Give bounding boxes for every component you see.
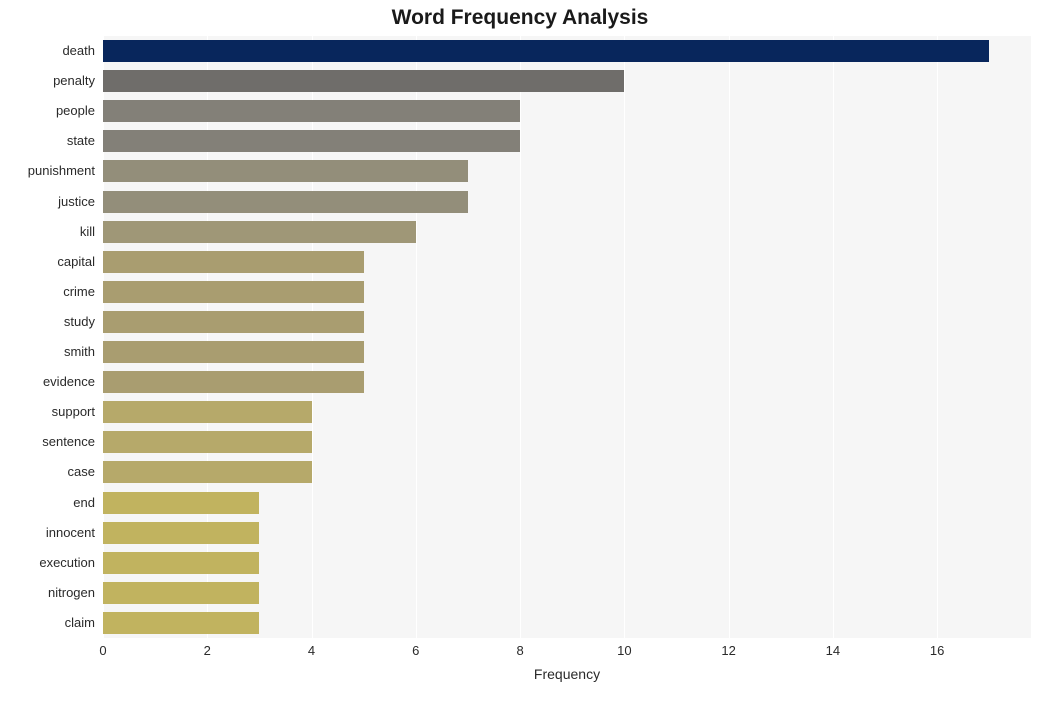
gridline bbox=[207, 36, 208, 638]
bar bbox=[103, 522, 259, 544]
y-tick-label: smith bbox=[0, 341, 95, 363]
bar bbox=[103, 311, 364, 333]
y-tick-label: penalty bbox=[0, 70, 95, 92]
x-axis-title: Frequency bbox=[103, 666, 1031, 682]
x-axis-ticks: 0246810121416 bbox=[103, 643, 1031, 661]
y-tick-label: case bbox=[0, 461, 95, 483]
x-tick-label: 16 bbox=[930, 643, 944, 658]
x-tick-label: 0 bbox=[99, 643, 106, 658]
gridline bbox=[624, 36, 625, 638]
bar bbox=[103, 341, 364, 363]
gridline bbox=[103, 36, 104, 638]
bar bbox=[103, 371, 364, 393]
gridline bbox=[729, 36, 730, 638]
bar bbox=[103, 160, 468, 182]
gridline bbox=[312, 36, 313, 638]
bar bbox=[103, 401, 312, 423]
y-tick-label: death bbox=[0, 40, 95, 62]
bar bbox=[103, 130, 520, 152]
bar bbox=[103, 100, 520, 122]
y-tick-label: claim bbox=[0, 612, 95, 634]
y-tick-label: support bbox=[0, 401, 95, 423]
x-tick-label: 2 bbox=[204, 643, 211, 658]
gridline bbox=[937, 36, 938, 638]
gridline bbox=[416, 36, 417, 638]
gridline bbox=[520, 36, 521, 638]
bar bbox=[103, 612, 259, 634]
x-tick-label: 10 bbox=[617, 643, 631, 658]
y-tick-label: punishment bbox=[0, 160, 95, 182]
y-tick-label: evidence bbox=[0, 371, 95, 393]
bar bbox=[103, 40, 989, 62]
chart-title: Word Frequency Analysis bbox=[0, 6, 1040, 30]
bar bbox=[103, 582, 259, 604]
y-tick-label: crime bbox=[0, 281, 95, 303]
y-tick-label: sentence bbox=[0, 431, 95, 453]
y-tick-label: innocent bbox=[0, 522, 95, 544]
gridline bbox=[833, 36, 834, 638]
x-tick-label: 12 bbox=[721, 643, 735, 658]
y-tick-label: capital bbox=[0, 251, 95, 273]
y-tick-label: study bbox=[0, 311, 95, 333]
y-tick-label: nitrogen bbox=[0, 582, 95, 604]
bar bbox=[103, 281, 364, 303]
x-tick-label: 6 bbox=[412, 643, 419, 658]
y-tick-label: execution bbox=[0, 552, 95, 574]
y-tick-label: state bbox=[0, 130, 95, 152]
y-tick-label: people bbox=[0, 100, 95, 122]
plot-area bbox=[103, 36, 1031, 638]
bar bbox=[103, 552, 259, 574]
bar bbox=[103, 431, 312, 453]
bar bbox=[103, 70, 624, 92]
bar bbox=[103, 191, 468, 213]
bar bbox=[103, 461, 312, 483]
x-tick-label: 8 bbox=[516, 643, 523, 658]
y-tick-label: kill bbox=[0, 221, 95, 243]
y-tick-label: justice bbox=[0, 191, 95, 213]
x-tick-label: 4 bbox=[308, 643, 315, 658]
x-tick-label: 14 bbox=[826, 643, 840, 658]
bar bbox=[103, 221, 416, 243]
word-frequency-chart: Word Frequency Analysis death penalty peop… bbox=[0, 0, 1040, 701]
y-tick-label: end bbox=[0, 492, 95, 514]
bar bbox=[103, 492, 259, 514]
bar bbox=[103, 251, 364, 273]
